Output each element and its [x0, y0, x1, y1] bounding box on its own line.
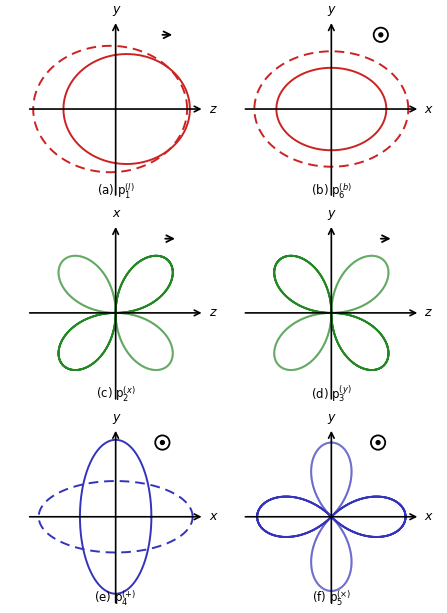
Text: y: y: [112, 3, 119, 16]
Text: x: x: [209, 510, 216, 524]
Text: y: y: [328, 207, 335, 219]
Circle shape: [376, 441, 380, 444]
Text: (a) p$_1^{(l)}$: (a) p$_1^{(l)}$: [97, 181, 135, 200]
Circle shape: [379, 33, 383, 37]
Text: (f) p$_5^{(×)}$: (f) p$_5^{(×)}$: [312, 589, 351, 608]
Text: z: z: [209, 306, 215, 319]
Text: (e) p$_4^{(+)}$: (e) p$_4^{(+)}$: [94, 589, 137, 608]
Text: z: z: [425, 306, 431, 319]
Text: (d) p$_3^{(y)}$: (d) p$_3^{(y)}$: [311, 384, 352, 405]
Text: x: x: [112, 207, 119, 219]
Text: (b) p$_6^{(b)}$: (b) p$_6^{(b)}$: [311, 181, 352, 200]
Circle shape: [160, 441, 164, 444]
Text: (c) p$_2^{(x)}$: (c) p$_2^{(x)}$: [96, 385, 135, 405]
Text: z: z: [209, 102, 215, 115]
Text: y: y: [328, 3, 335, 16]
Text: x: x: [425, 510, 432, 524]
Text: x: x: [425, 102, 432, 115]
Text: y: y: [328, 411, 335, 424]
Text: y: y: [112, 411, 119, 424]
